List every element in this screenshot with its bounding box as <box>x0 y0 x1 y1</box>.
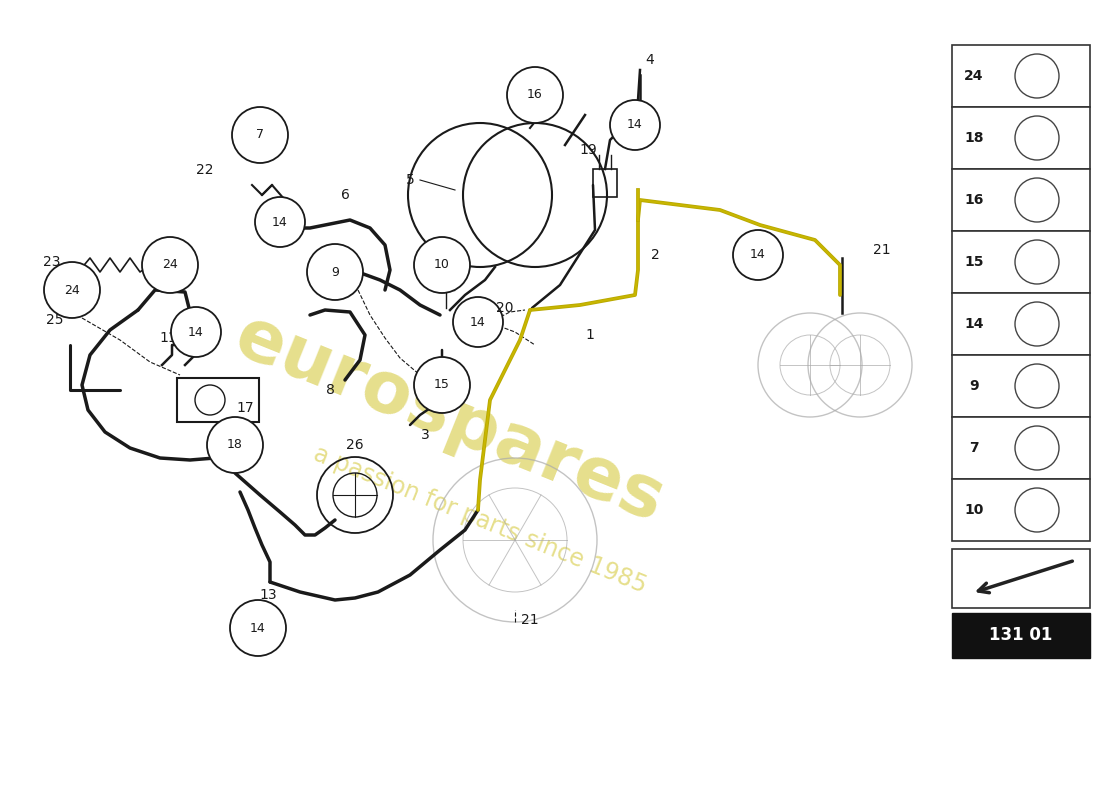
Text: 131 01: 131 01 <box>989 626 1053 645</box>
Text: 14: 14 <box>470 315 486 329</box>
Text: 2: 2 <box>650 248 659 262</box>
Bar <box>952 613 1090 658</box>
Text: 14: 14 <box>965 317 983 331</box>
Circle shape <box>44 262 100 318</box>
Text: 6: 6 <box>341 188 350 202</box>
Circle shape <box>507 67 563 123</box>
Text: 19: 19 <box>579 143 597 157</box>
Bar <box>952 549 1090 608</box>
Text: 25: 25 <box>46 313 64 327</box>
Bar <box>952 479 1090 541</box>
Bar <box>177 378 258 422</box>
Text: 26: 26 <box>346 438 364 452</box>
Bar <box>952 107 1090 169</box>
Text: 21: 21 <box>521 613 539 627</box>
Circle shape <box>414 237 470 293</box>
Text: 14: 14 <box>750 249 766 262</box>
Circle shape <box>230 600 286 656</box>
Text: 5: 5 <box>406 173 415 187</box>
Circle shape <box>255 197 305 247</box>
Bar <box>952 293 1090 355</box>
Circle shape <box>453 297 503 347</box>
Text: 3: 3 <box>420 428 429 442</box>
Text: 1: 1 <box>585 328 594 342</box>
Text: 14: 14 <box>627 118 642 131</box>
Text: 10: 10 <box>965 503 983 517</box>
Text: 21: 21 <box>873 243 891 257</box>
Text: 24: 24 <box>64 283 80 297</box>
Text: 11: 11 <box>160 331 177 345</box>
Text: 24: 24 <box>965 69 983 83</box>
Bar <box>593 169 617 197</box>
Text: 13: 13 <box>260 588 277 602</box>
Text: 18: 18 <box>227 438 243 451</box>
Text: 9: 9 <box>331 266 339 278</box>
Text: 7: 7 <box>256 129 264 142</box>
Text: 14: 14 <box>272 215 288 229</box>
Text: 16: 16 <box>965 193 983 207</box>
Text: 14: 14 <box>188 326 204 338</box>
Bar <box>952 417 1090 479</box>
Bar <box>952 231 1090 293</box>
Text: 15: 15 <box>434 378 450 391</box>
Bar <box>952 355 1090 417</box>
Bar <box>952 45 1090 107</box>
Text: 17: 17 <box>236 401 254 415</box>
Circle shape <box>307 244 363 300</box>
Text: 8: 8 <box>326 383 334 397</box>
Circle shape <box>142 237 198 293</box>
Circle shape <box>232 107 288 163</box>
Text: eurospares: eurospares <box>226 302 674 538</box>
Circle shape <box>170 307 221 357</box>
Text: 22: 22 <box>196 163 213 177</box>
Text: 24: 24 <box>162 258 178 271</box>
Text: 9: 9 <box>969 379 979 393</box>
Circle shape <box>207 417 263 473</box>
Text: a passion for parts since 1985: a passion for parts since 1985 <box>310 442 650 598</box>
Text: 10: 10 <box>434 258 450 271</box>
Text: 16: 16 <box>527 89 543 102</box>
Circle shape <box>610 100 660 150</box>
Text: 18: 18 <box>965 131 983 145</box>
Text: 14: 14 <box>250 622 266 634</box>
Text: 7: 7 <box>969 441 979 455</box>
Text: 12: 12 <box>146 263 164 277</box>
Text: 23: 23 <box>43 255 60 269</box>
Bar <box>952 169 1090 231</box>
Text: 15: 15 <box>965 255 983 269</box>
Text: 20: 20 <box>496 301 514 315</box>
Text: 4: 4 <box>646 53 654 67</box>
Circle shape <box>414 357 470 413</box>
Circle shape <box>733 230 783 280</box>
